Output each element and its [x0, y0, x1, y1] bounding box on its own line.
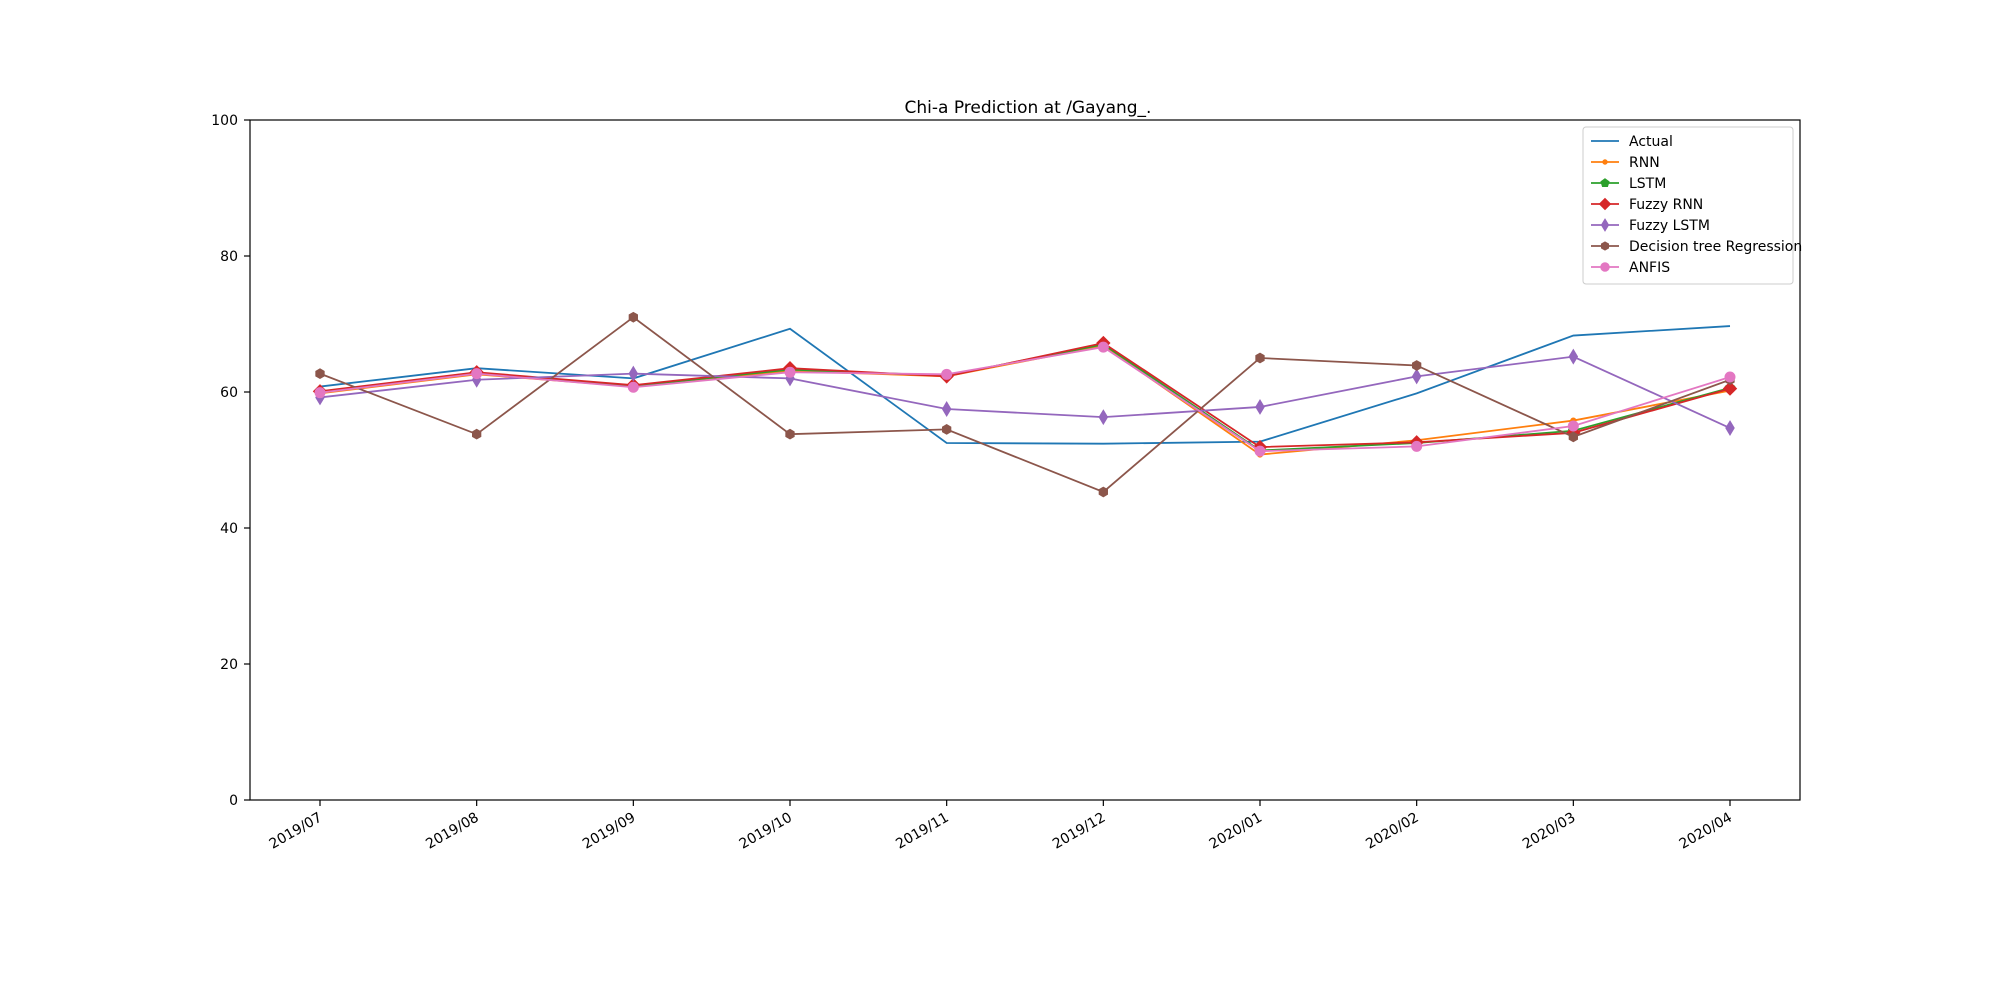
data-point-decision-tree-regression [315, 368, 325, 380]
data-point-fuzzy-lstm [1411, 368, 1422, 385]
legend-entry: Actual [1591, 134, 1673, 150]
y-tick-label: 0 [229, 793, 238, 809]
y-tick-label: 60 [220, 385, 238, 401]
data-point-fuzzy-lstm [1725, 420, 1735, 437]
legend-box [1582, 126, 1794, 285]
x-tick-label: 2020/02 [1363, 810, 1421, 853]
x-tick-label: 2019/10 [737, 810, 795, 853]
legend: Actual RNN LSTM Fuzzy RNN Fuzzy LSTM Decision… [1582, 126, 1802, 285]
legend-swatch-marker [1600, 241, 1610, 251]
chart-title: Chi-a Prediction at /Gayang_. [905, 98, 1152, 118]
data-point-decision-tree-regression [1098, 486, 1108, 498]
x-tick-label: 2019/07 [267, 810, 325, 853]
legend-label: Actual [1629, 134, 1673, 150]
data-point-anfis [1567, 420, 1579, 432]
data-point-anfis [471, 368, 483, 380]
data-point-fuzzy-lstm [1568, 348, 1579, 365]
y-tick-label: 100 [211, 113, 238, 129]
x-tick-label: 2019/11 [893, 810, 951, 853]
series-layer [312, 311, 1738, 498]
series-line-actual [319, 325, 1731, 445]
data-point-decision-tree-regression [628, 311, 638, 323]
x-tick-label: 2020/04 [1677, 810, 1735, 853]
data-point-decision-tree-regression [1412, 360, 1422, 371]
data-point-fuzzy-rnn [1722, 381, 1738, 396]
data-point-fuzzy-lstm [1098, 409, 1109, 426]
legend-entry: Decision tree Regression [1591, 239, 1802, 255]
legend-label: ANFIS [1629, 260, 1670, 276]
legend-swatch-marker [1600, 218, 1610, 232]
series-decision-tree-regression [315, 311, 1735, 498]
data-point-anfis [1254, 445, 1266, 457]
legend-entry: LSTM [1591, 176, 1666, 192]
series-line-anfis [319, 346, 1731, 453]
legend-label: Fuzzy LSTM [1629, 218, 1710, 234]
legend-label: RNN [1629, 155, 1660, 171]
legend-entry: Fuzzy RNN [1591, 197, 1703, 213]
series-fuzzy-lstm [315, 348, 1735, 437]
legend-entry: ANFIS [1591, 260, 1670, 276]
series-actual [319, 325, 1731, 445]
data-point-anfis [1097, 341, 1109, 353]
legend-label: Fuzzy RNN [1629, 197, 1703, 213]
data-point-anfis [941, 368, 953, 380]
data-point-decision-tree-regression [942, 424, 952, 435]
series-line-rnn [319, 344, 1731, 456]
data-point-anfis [314, 387, 326, 399]
data-point-decision-tree-regression [1255, 352, 1265, 364]
data-point-fuzzy-lstm [628, 365, 639, 382]
plot-area [249, 119, 1801, 801]
legend-label: LSTM [1629, 176, 1666, 192]
series-line-fuzzy-rnn [319, 342, 1731, 448]
legend-swatch-marker [1600, 262, 1610, 272]
y-tick-label: 20 [220, 657, 238, 673]
data-point-fuzzy-lstm [941, 401, 952, 417]
data-point-anfis [627, 381, 639, 393]
x-tick-label: 2019/12 [1050, 810, 1108, 853]
x-tick-label: 2019/09 [580, 810, 638, 853]
series-lstm [314, 338, 1736, 456]
y-tick-label: 80 [220, 249, 238, 265]
x-tick-label: 2019/08 [423, 810, 481, 853]
series-line-decision-tree-regression [319, 316, 1731, 493]
data-point-decision-tree-regression [472, 428, 482, 440]
legend-swatch-marker [1598, 197, 1612, 211]
legend-entry: RNN [1591, 155, 1660, 171]
x-tick-label: 2020/01 [1207, 810, 1265, 853]
legend-swatch-marker [1602, 159, 1608, 165]
y-tick-label: 40 [220, 521, 238, 537]
legend-entry: Fuzzy LSTM [1591, 218, 1710, 234]
x-tick-label: 2020/03 [1520, 810, 1578, 853]
data-point-fuzzy-lstm [1255, 398, 1265, 415]
data-point-anfis [1724, 371, 1736, 383]
data-point-decision-tree-regression [785, 428, 795, 440]
data-point-anfis [784, 366, 796, 378]
legend-swatch-marker [1600, 178, 1610, 187]
y-axis: 0 20 40 60 80 100 [211, 113, 250, 809]
legend-label: Decision tree Regression [1629, 239, 1802, 255]
series-anfis [314, 341, 1736, 457]
data-point-decision-tree-regression [1568, 431, 1578, 443]
data-point-anfis [1411, 440, 1423, 452]
x-axis: 2019/07 2019/08 2019/09 2019/10 2019/11 2019/… [267, 800, 1735, 853]
